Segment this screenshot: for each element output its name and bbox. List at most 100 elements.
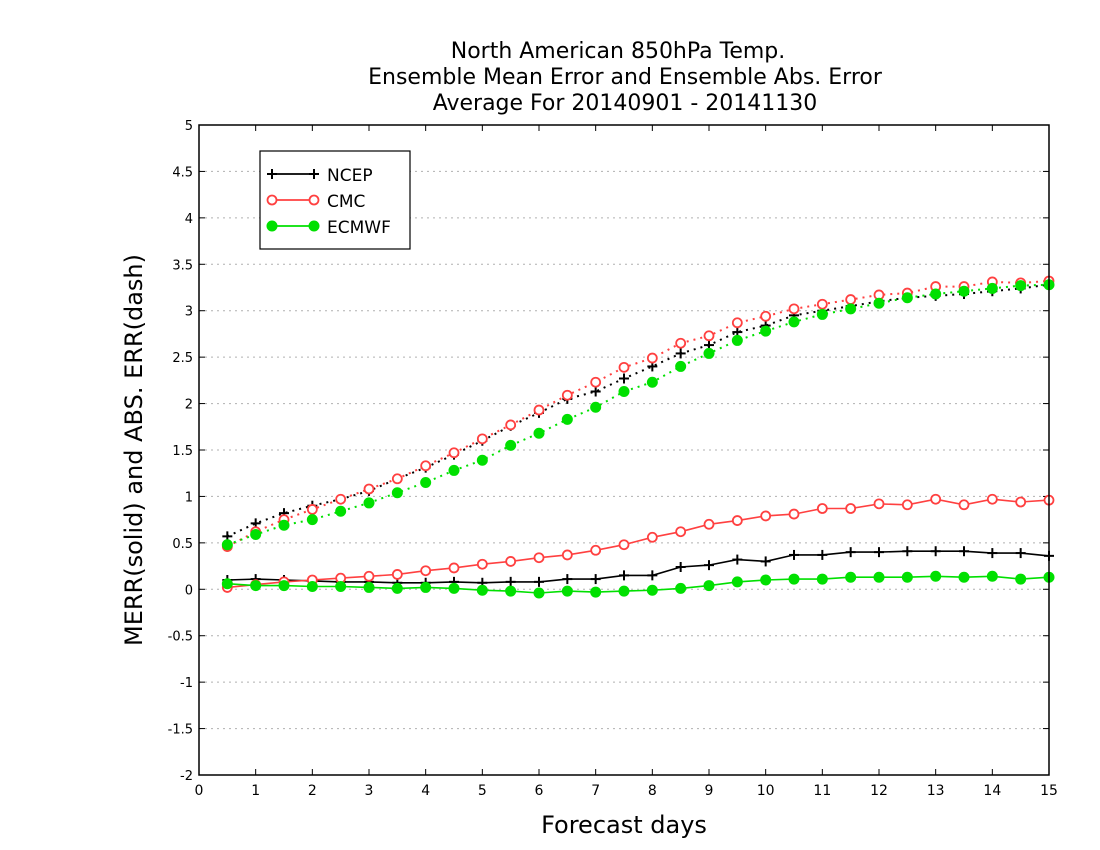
data-point — [391, 582, 403, 594]
data-point — [533, 587, 545, 599]
x-tick-label: 14 — [983, 783, 1001, 799]
title-line-3: Average For 20140901 - 20141130 — [433, 91, 818, 116]
data-point — [476, 433, 488, 445]
y-tick-label: -1.5 — [168, 723, 193, 738]
data-point — [562, 574, 573, 585]
data-point — [845, 571, 857, 583]
data-point — [221, 578, 233, 590]
data-point — [590, 544, 602, 556]
legend: NCEP CMC ECMWF — [259, 150, 411, 250]
y-axis-label: MERR(solid) and ABS. ERR(dash) — [120, 254, 148, 646]
data-point — [873, 297, 885, 309]
data-point — [930, 570, 942, 582]
data-point — [335, 505, 347, 517]
data-point — [306, 504, 318, 515]
x-tick-label: 7 — [591, 783, 600, 799]
data-point — [788, 303, 800, 315]
data-point — [675, 562, 686, 572]
y-tick-label: 1 — [185, 490, 193, 505]
data-point — [420, 477, 432, 488]
plot-series — [221, 275, 1055, 599]
x-tick-label: 4 — [421, 783, 430, 799]
data-point — [760, 310, 772, 322]
data-point — [646, 376, 658, 388]
data-point — [363, 570, 375, 582]
y-tick-label: -0.5 — [168, 630, 193, 645]
data-point — [505, 439, 517, 451]
legend-marker — [308, 220, 320, 232]
data-point — [647, 570, 658, 581]
data-point — [448, 582, 460, 594]
data-point — [476, 454, 488, 466]
legend-label: NCEP — [327, 166, 373, 186]
data-point — [221, 539, 233, 551]
y-tick-label: 0 — [185, 583, 193, 598]
data-point — [1015, 548, 1026, 559]
data-point — [533, 552, 545, 564]
data-point — [534, 576, 544, 587]
data-point — [845, 547, 856, 558]
data-point — [335, 493, 347, 505]
data-point — [590, 376, 602, 388]
data-point — [250, 580, 262, 592]
y-tick-label: -2 — [180, 769, 193, 784]
y-axis: -2 -1.5 -1 -0.5 0 0.5 1 1.5 2 2.5 3 3.5 4 4.5 5 — [168, 119, 1049, 784]
data-point — [816, 308, 828, 320]
data-point — [901, 292, 913, 304]
series-ncep-abs-err — [222, 279, 1054, 542]
y-tick-label: 2.5 — [172, 351, 193, 366]
legend-marker — [266, 220, 278, 232]
y-tick-label: 3.5 — [172, 258, 193, 273]
data-point — [278, 580, 290, 592]
series-line — [226, 283, 1050, 546]
legend-label: CMC — [327, 192, 365, 212]
x-tick-label: 15 — [1040, 783, 1058, 799]
data-point — [363, 581, 375, 593]
data-point — [816, 503, 828, 514]
series-ecmwf-abs-err — [221, 279, 1055, 551]
data-point — [391, 569, 403, 580]
data-point — [363, 497, 375, 509]
data-point — [930, 546, 941, 557]
data-point — [618, 539, 630, 551]
y-tick-label: 3 — [185, 305, 193, 320]
x-tick-label: 0 — [195, 783, 204, 799]
data-point — [958, 499, 970, 511]
legend-marker — [267, 169, 277, 179]
data-point — [986, 493, 998, 505]
data-point — [930, 288, 942, 300]
data-point — [703, 347, 715, 359]
title-line-2: Ensemble Mean Error and Ensemble Abs. Er… — [368, 65, 883, 90]
data-point — [817, 549, 828, 560]
data-point — [420, 460, 432, 472]
data-point — [590, 574, 601, 585]
data-point — [675, 360, 687, 372]
y-tick-label: 5 — [185, 119, 193, 134]
data-point — [619, 373, 629, 384]
data-point — [958, 571, 970, 583]
data-point — [306, 581, 318, 592]
data-point — [391, 487, 403, 499]
data-point — [816, 573, 828, 585]
legend-item-cmc: CMC — [266, 192, 365, 212]
data-point — [703, 330, 715, 342]
legend-item-ncep: NCEP — [267, 166, 373, 186]
x-tick-label: 13 — [927, 783, 945, 799]
x-tick-label: 11 — [813, 783, 831, 799]
data-point — [986, 570, 998, 582]
data-point — [873, 498, 885, 510]
data-point — [250, 529, 262, 540]
data-point — [618, 585, 630, 597]
data-point — [731, 334, 743, 346]
data-point — [476, 558, 488, 570]
data-point — [420, 565, 432, 577]
data-point — [335, 581, 347, 592]
y-tick-label: 0.5 — [172, 537, 193, 552]
data-point — [958, 285, 970, 297]
data-point — [901, 499, 913, 511]
data-point — [618, 386, 630, 397]
chart-title: North American 850hPa Temp. Ensemble Mea… — [368, 39, 883, 116]
data-point — [675, 582, 687, 594]
data-point — [845, 503, 857, 514]
data-point — [788, 508, 800, 520]
